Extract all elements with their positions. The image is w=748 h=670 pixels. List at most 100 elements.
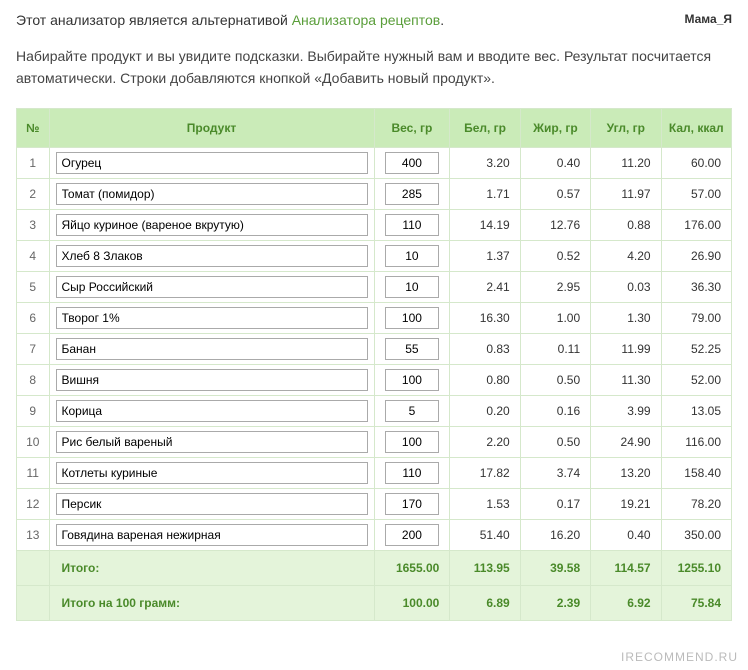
- product-input[interactable]: [56, 152, 368, 174]
- weight-input[interactable]: [385, 245, 439, 267]
- total-weight: 1655.00: [374, 550, 450, 585]
- weight-input[interactable]: [385, 214, 439, 236]
- product-input[interactable]: [56, 276, 368, 298]
- weight-input[interactable]: [385, 152, 439, 174]
- fat-cell: 0.57: [520, 178, 590, 209]
- product-cell: [49, 302, 374, 333]
- per100-row: Итого на 100 грамм:100.006.892.396.9275.…: [17, 585, 732, 620]
- protein-cell: 14.19: [450, 209, 520, 240]
- fat-cell: 0.16: [520, 395, 590, 426]
- product-input[interactable]: [56, 400, 368, 422]
- table-row: 80.800.5011.3052.00: [17, 364, 732, 395]
- row-number: 4: [17, 240, 50, 271]
- cal-cell: 26.90: [661, 240, 731, 271]
- product-input[interactable]: [56, 369, 368, 391]
- intro-paragraph-2: Набирайте продукт и вы увидите подсказки…: [16, 45, 732, 90]
- product-input[interactable]: [56, 183, 368, 205]
- row-number: 1: [17, 147, 50, 178]
- weight-cell: [374, 426, 450, 457]
- total-fat: 39.58: [520, 550, 590, 585]
- table-row: 121.530.1719.2178.20: [17, 488, 732, 519]
- table-row: 616.301.001.3079.00: [17, 302, 732, 333]
- product-cell: [49, 364, 374, 395]
- table-row: 13.200.4011.2060.00: [17, 147, 732, 178]
- protein-cell: 0.20: [450, 395, 520, 426]
- row-number: 8: [17, 364, 50, 395]
- author-label: Мама_Я: [684, 10, 732, 28]
- protein-cell: 1.53: [450, 488, 520, 519]
- weight-input[interactable]: [385, 431, 439, 453]
- product-input[interactable]: [56, 462, 368, 484]
- product-input[interactable]: [56, 524, 368, 546]
- product-cell: [49, 271, 374, 302]
- table-row: 90.200.163.9913.05: [17, 395, 732, 426]
- row-number: 9: [17, 395, 50, 426]
- product-input[interactable]: [56, 214, 368, 236]
- weight-input[interactable]: [385, 338, 439, 360]
- weight-cell: [374, 178, 450, 209]
- weight-cell: [374, 395, 450, 426]
- fat-cell: 3.74: [520, 457, 590, 488]
- fat-cell: 0.52: [520, 240, 590, 271]
- row-number: 10: [17, 426, 50, 457]
- weight-input[interactable]: [385, 183, 439, 205]
- protein-cell: 1.71: [450, 178, 520, 209]
- weight-input[interactable]: [385, 400, 439, 422]
- product-cell: [49, 488, 374, 519]
- product-input[interactable]: [56, 431, 368, 453]
- weight-input[interactable]: [385, 369, 439, 391]
- protein-cell: 3.20: [450, 147, 520, 178]
- cal-cell: 116.00: [661, 426, 731, 457]
- row-number: 3: [17, 209, 50, 240]
- carb-cell: 11.30: [591, 364, 661, 395]
- intro-suffix: .: [440, 12, 444, 28]
- col-header-weight: Вес, гр: [374, 108, 450, 147]
- weight-input[interactable]: [385, 276, 439, 298]
- product-cell: [49, 209, 374, 240]
- table-row: 41.370.524.2026.90: [17, 240, 732, 271]
- protein-cell: 2.20: [450, 426, 520, 457]
- cal-cell: 158.40: [661, 457, 731, 488]
- total-weight: 100.00: [374, 585, 450, 620]
- weight-input[interactable]: [385, 462, 439, 484]
- total-protein: 113.95: [450, 550, 520, 585]
- product-input[interactable]: [56, 245, 368, 267]
- table-row: 102.200.5024.90116.00: [17, 426, 732, 457]
- carb-cell: 1.30: [591, 302, 661, 333]
- total-label: Итого:: [49, 550, 374, 585]
- fat-cell: 0.17: [520, 488, 590, 519]
- product-input[interactable]: [56, 338, 368, 360]
- intro-text-1: Этот анализатор является альтернативой: [16, 12, 292, 28]
- fat-cell: 12.76: [520, 209, 590, 240]
- cal-cell: 57.00: [661, 178, 731, 209]
- total-carb: 6.92: [591, 585, 661, 620]
- cal-cell: 60.00: [661, 147, 731, 178]
- protein-cell: 0.83: [450, 333, 520, 364]
- weight-input[interactable]: [385, 493, 439, 515]
- row-number: 6: [17, 302, 50, 333]
- col-header-fat: Жир, гр: [520, 108, 590, 147]
- protein-cell: 1.37: [450, 240, 520, 271]
- product-cell: [49, 457, 374, 488]
- product-input[interactable]: [56, 307, 368, 329]
- cal-cell: 13.05: [661, 395, 731, 426]
- cal-cell: 36.30: [661, 271, 731, 302]
- product-input[interactable]: [56, 493, 368, 515]
- weight-input[interactable]: [385, 307, 439, 329]
- protein-cell: 0.80: [450, 364, 520, 395]
- cal-cell: 52.00: [661, 364, 731, 395]
- fat-cell: 16.20: [520, 519, 590, 550]
- totals-row: Итого:1655.00113.9539.58114.571255.10: [17, 550, 732, 585]
- col-header-cal: Кал, ккал: [661, 108, 731, 147]
- fat-cell: 1.00: [520, 302, 590, 333]
- weight-input[interactable]: [385, 524, 439, 546]
- carb-cell: 19.21: [591, 488, 661, 519]
- carb-cell: 0.03: [591, 271, 661, 302]
- weight-cell: [374, 302, 450, 333]
- row-number: 11: [17, 457, 50, 488]
- cal-cell: 79.00: [661, 302, 731, 333]
- product-cell: [49, 333, 374, 364]
- protein-cell: 51.40: [450, 519, 520, 550]
- row-number: 5: [17, 271, 50, 302]
- recipe-analyzer-link[interactable]: Анализатора рецептов: [292, 12, 441, 28]
